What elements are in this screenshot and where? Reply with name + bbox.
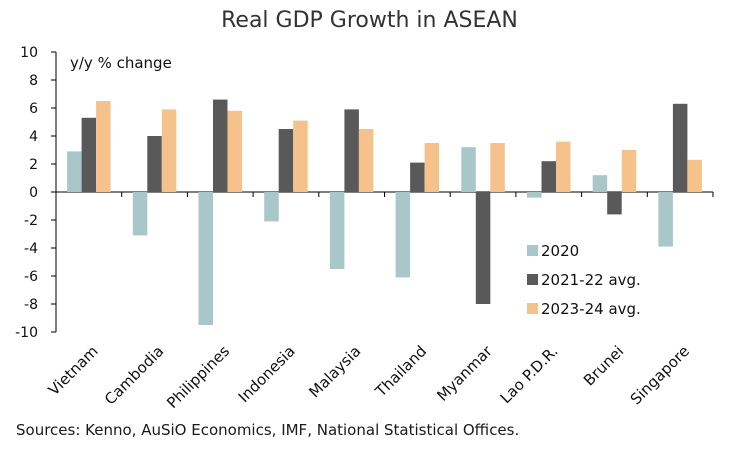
bar-1 [527, 192, 542, 198]
y-tick-label: -2 [24, 213, 38, 229]
y-tick-label: 8 [29, 73, 38, 89]
bar-3 [556, 141, 571, 192]
category-label: Indonesia [235, 342, 299, 406]
bar-1 [395, 192, 411, 278]
y-tick-label: -10 [15, 325, 38, 341]
chart-title: Real GDP Growth in ASEAN [221, 8, 518, 33]
bar-1 [198, 192, 213, 325]
bar-3 [161, 109, 177, 192]
bar-2 [344, 109, 359, 192]
legend: 2020 2021-22 avg. 2023-24 avg. [527, 242, 641, 318]
bar-3 [227, 110, 242, 192]
bar-1 [67, 151, 82, 192]
category-label: Myanmar [433, 342, 496, 405]
bar-3 [687, 159, 702, 192]
bar-3 [96, 101, 111, 192]
bar-3 [490, 143, 505, 192]
y-tick-label: 2 [29, 157, 38, 173]
bar-2 [541, 161, 556, 192]
y-tick-label: -6 [24, 269, 38, 285]
category-label: Lao P.D.R. [497, 342, 562, 407]
y-tick-label: 6 [29, 101, 38, 117]
bar-1 [658, 192, 673, 247]
bar-2 [607, 192, 622, 215]
y-tick-label: 4 [29, 129, 38, 145]
bar-3 [293, 120, 308, 192]
category-label: Philippines [163, 342, 233, 412]
y-axis-label: y/y % change [70, 54, 172, 72]
y-tick-label: -8 [24, 297, 38, 313]
bar-2 [475, 192, 491, 304]
legend-swatch [527, 274, 538, 285]
source-note: Sources: Kenno, AuSiO Economics, IMF, Na… [16, 421, 520, 439]
bar-2 [81, 117, 97, 192]
y-tick-label: -4 [24, 241, 38, 257]
y-tick-label: 0 [29, 185, 38, 201]
bars [67, 99, 702, 325]
legend-label: 2023-24 avg. [541, 300, 641, 318]
bar-1 [592, 175, 608, 192]
category-label: Singapore [627, 342, 693, 408]
bar-3 [621, 150, 637, 192]
category-label: Malaysia [305, 342, 364, 401]
bar-1 [264, 192, 279, 222]
legend-swatch [527, 245, 538, 256]
bar-2 [672, 103, 688, 192]
y-tick-labels: -10 -8 -6 -4 -2 0 2 4 6 8 10 [15, 45, 38, 341]
bar-3 [424, 143, 440, 192]
bar-1 [461, 147, 476, 192]
bar-2 [278, 129, 294, 192]
category-label: Vietnam [45, 342, 102, 399]
legend-label: 2020 [541, 242, 579, 260]
legend-swatch [527, 303, 538, 314]
bar-3 [358, 129, 374, 192]
bar-1 [132, 192, 148, 236]
category-label: Brunei [580, 342, 627, 389]
bar-1 [329, 192, 345, 269]
y-tick-label: 10 [20, 45, 38, 61]
category-label: Cambodia [101, 342, 167, 408]
bar-2 [213, 99, 228, 192]
bar-2 [147, 136, 162, 192]
legend-label: 2021-22 avg. [541, 271, 641, 289]
category-label: Thailand [371, 342, 430, 401]
bar-2 [410, 162, 425, 192]
